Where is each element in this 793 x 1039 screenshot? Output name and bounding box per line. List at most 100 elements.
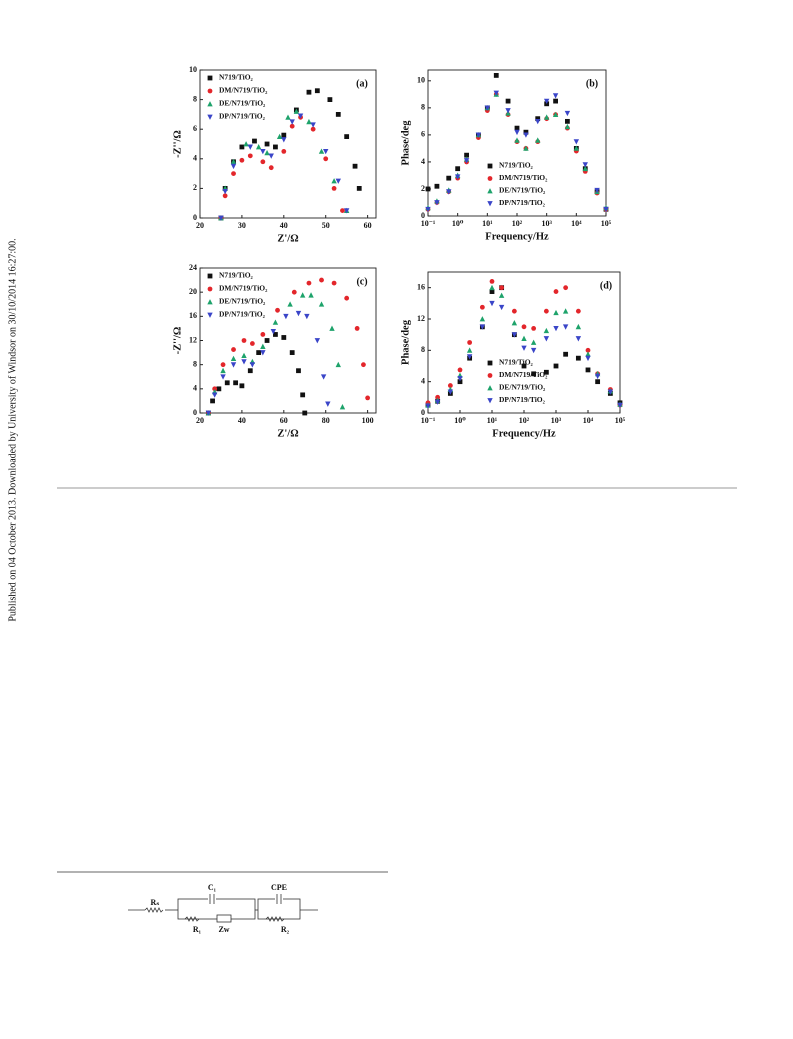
point xyxy=(256,350,262,355)
point xyxy=(241,352,247,359)
point xyxy=(543,336,550,342)
point xyxy=(270,329,277,335)
circuit xyxy=(128,894,318,923)
x-axis-label: Z'/Ω xyxy=(277,428,298,439)
point xyxy=(447,389,454,395)
point xyxy=(241,359,247,365)
point xyxy=(479,324,486,330)
point xyxy=(268,153,274,159)
point xyxy=(281,335,287,340)
series xyxy=(218,108,350,221)
x-tick-label: 20 xyxy=(196,416,204,425)
x-tick-label: 10⁵ xyxy=(601,219,612,228)
legend-label: DP/N719/TiO₂ xyxy=(499,198,546,207)
y-tick-label: 8 xyxy=(193,359,197,368)
point xyxy=(543,98,550,104)
point xyxy=(289,119,295,125)
point xyxy=(220,362,226,368)
side-note: Published on 04 October 2013. Downloaded… xyxy=(7,238,18,621)
legend-marker xyxy=(487,163,493,169)
point xyxy=(505,98,511,104)
point xyxy=(489,284,495,291)
x-tick-label: 10⁴ xyxy=(583,416,594,425)
point xyxy=(594,187,600,194)
point xyxy=(435,394,441,400)
point xyxy=(335,178,341,184)
point xyxy=(595,379,601,385)
point xyxy=(514,129,520,136)
point xyxy=(434,399,441,405)
legend-label: DE/N719/TiO₂ xyxy=(499,186,546,195)
series xyxy=(205,332,308,416)
x-tick-label: 30 xyxy=(238,221,246,230)
point xyxy=(340,208,345,214)
point xyxy=(585,355,591,362)
circuit-label: R₁ xyxy=(193,925,202,934)
point xyxy=(331,280,337,286)
legend-label: DM/N719/TiO₂ xyxy=(219,284,268,293)
point xyxy=(493,73,499,78)
point xyxy=(521,363,527,369)
legend-marker xyxy=(207,312,213,318)
point xyxy=(553,326,559,332)
series xyxy=(425,90,609,213)
y-tick-label: 20 xyxy=(189,287,197,296)
point xyxy=(220,367,226,374)
circuit-label: Zw xyxy=(218,925,229,934)
point xyxy=(575,308,581,314)
point xyxy=(463,158,470,164)
x-tick-label: 10⁻¹ xyxy=(421,219,436,228)
legend-label: N719/TiO₂ xyxy=(499,358,534,367)
point xyxy=(222,193,228,199)
point xyxy=(216,386,222,392)
point xyxy=(331,186,337,191)
panel-title: (b) xyxy=(586,78,598,89)
point xyxy=(302,410,308,416)
circuit-label: CPE xyxy=(271,883,287,892)
x-tick-label: 60 xyxy=(364,221,372,230)
point xyxy=(327,97,333,102)
point xyxy=(562,308,569,314)
plot-frame xyxy=(427,271,621,414)
point xyxy=(498,292,505,298)
point xyxy=(446,175,452,181)
point xyxy=(300,392,306,398)
x-tick-label: 80 xyxy=(322,416,330,425)
point xyxy=(220,374,226,380)
point xyxy=(425,206,431,213)
point xyxy=(457,376,463,382)
point xyxy=(479,304,485,310)
point xyxy=(466,347,473,353)
y-tick-label: 12 xyxy=(417,314,425,323)
point xyxy=(475,132,482,138)
legend-marker xyxy=(487,398,493,404)
point xyxy=(454,174,461,180)
legend-marker xyxy=(207,286,213,292)
y-tick-label: 24 xyxy=(189,263,197,272)
point xyxy=(268,165,274,171)
point xyxy=(573,139,580,145)
legend-marker xyxy=(487,188,493,194)
point xyxy=(543,308,549,314)
y-tick-label: 2 xyxy=(193,183,197,192)
point xyxy=(306,89,312,95)
point xyxy=(543,114,550,120)
x-tick-label: 10¹ xyxy=(487,416,498,425)
point xyxy=(230,163,237,170)
point xyxy=(205,410,212,416)
y-tick-label: 0 xyxy=(421,211,425,220)
point xyxy=(344,295,350,301)
point xyxy=(617,402,623,409)
point xyxy=(535,118,541,125)
point xyxy=(343,208,350,214)
point xyxy=(318,148,325,154)
point xyxy=(354,326,360,331)
point xyxy=(573,145,580,151)
circuit-label: C₁ xyxy=(208,883,217,892)
x-tick-label: 10¹ xyxy=(482,219,493,228)
point xyxy=(446,189,452,195)
point xyxy=(320,374,327,380)
point xyxy=(562,324,569,330)
legend-marker xyxy=(207,75,213,81)
